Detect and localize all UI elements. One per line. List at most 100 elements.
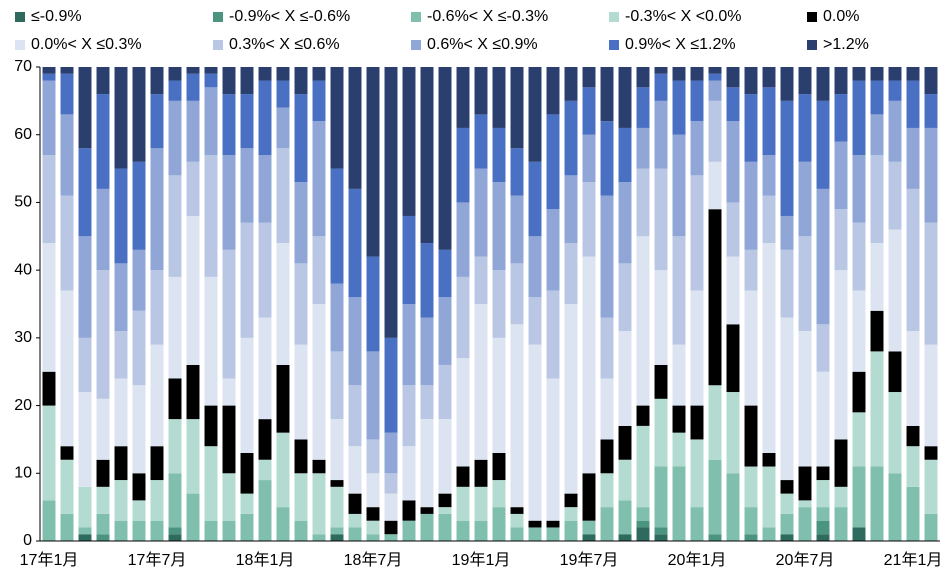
bar-segment: [636, 67, 650, 88]
bar-segment: [150, 94, 164, 149]
bar-segment: [60, 513, 74, 541]
bar-segment: [906, 188, 920, 332]
bar-segment: [654, 364, 668, 399]
bar-segment: [780, 215, 794, 250]
x-tick-label: 18年1月: [236, 551, 295, 569]
bar-segment: [420, 243, 434, 318]
bar-segment: [510, 263, 524, 325]
bar-segment: [708, 161, 722, 210]
bar-segment: [240, 222, 254, 338]
bar-segment: [294, 94, 308, 183]
bar-segment: [564, 520, 578, 541]
bar-segment: [276, 148, 290, 244]
bar-segment: [96, 534, 110, 541]
bar-segment: [600, 439, 614, 474]
bar-segment: [474, 67, 488, 115]
bar-segment: [132, 249, 146, 311]
bar-segment: [906, 331, 920, 426]
bar-segment: [834, 141, 848, 210]
bar-segment: [60, 195, 74, 291]
bar-segment: [150, 480, 164, 521]
legend-swatch: [411, 12, 421, 22]
bar-segment: [600, 121, 614, 196]
bar-segment: [348, 446, 362, 494]
bar-segment: [600, 507, 614, 541]
bar-segment: [690, 121, 704, 176]
bar-segment: [276, 432, 290, 508]
bar-segment: [564, 67, 578, 101]
bar-segment: [870, 310, 884, 352]
bar-segment: [438, 493, 452, 508]
bar-segment: [618, 459, 632, 501]
bar-segment: [852, 290, 866, 372]
bar-segment: [276, 67, 290, 81]
bar-segment: [78, 392, 92, 487]
bar-segment: [402, 304, 416, 386]
bar-segment: [798, 236, 812, 332]
bar-segment: [672, 134, 686, 237]
bar-segment: [636, 87, 650, 128]
bar-segment: [636, 236, 650, 406]
bar-segment: [492, 182, 506, 271]
bar-segment: [726, 324, 740, 393]
bar-segment: [456, 276, 470, 359]
bar-segment: [222, 155, 236, 250]
bar-segment: [348, 297, 362, 386]
bar-segment: [852, 371, 866, 413]
bar-segment: [438, 249, 452, 298]
bar-segment: [294, 520, 308, 541]
bar-segment: [492, 507, 506, 541]
bar-segment: [312, 80, 326, 122]
bar-segment: [888, 80, 902, 101]
bar-segment: [366, 473, 380, 508]
bar-segment: [222, 67, 236, 95]
bar-segment: [204, 520, 218, 541]
bar-segment: [204, 155, 218, 277]
bar-segment: [582, 520, 596, 535]
bar-segment: [42, 73, 56, 81]
bar-segment: [96, 486, 110, 514]
bar-segment: [150, 520, 164, 541]
bar-segment: [402, 215, 416, 304]
bar-segment: [690, 507, 704, 541]
bar-segment: [546, 378, 560, 521]
bar-segment: [726, 121, 740, 203]
bar-segment: [852, 155, 866, 223]
bar-segment: [114, 446, 128, 481]
bar-segment: [798, 94, 812, 162]
bar-segment: [618, 534, 632, 541]
x-tick-label: 20年7月: [776, 551, 835, 569]
bar-segment: [510, 324, 524, 508]
bar-segment: [744, 534, 758, 541]
bar-segment: [204, 73, 218, 88]
bar-segment: [600, 195, 614, 318]
bar-segment: [582, 67, 596, 88]
bar-segment: [798, 67, 812, 95]
bar-segment: [276, 507, 290, 541]
legend-label: 0.0%: [823, 8, 859, 25]
bar-segment: [546, 209, 560, 291]
bar-segment: [258, 419, 272, 460]
bar-segment: [492, 480, 506, 508]
bar-segment: [492, 127, 506, 183]
bar-segment: [42, 67, 56, 74]
bar-segment: [204, 446, 218, 521]
bar-segment: [708, 209, 722, 386]
bar-segment: [888, 100, 902, 162]
bar-segment: [672, 432, 686, 467]
bar-segment: [726, 392, 740, 474]
bar-segment: [726, 256, 740, 325]
bar-segment: [546, 527, 560, 541]
bar-segment: [870, 80, 884, 115]
bar-segment: [672, 236, 686, 345]
bar-segment: [726, 473, 740, 541]
bar-segment: [276, 243, 290, 365]
bar-segment: [384, 534, 398, 541]
bar-segment: [150, 270, 164, 345]
bar-segment: [546, 114, 560, 210]
bar-segment: [132, 161, 146, 250]
bar-segment: [42, 405, 56, 501]
bar-segment: [636, 425, 650, 508]
bar-segment: [78, 236, 92, 338]
bar-segment: [114, 168, 128, 264]
